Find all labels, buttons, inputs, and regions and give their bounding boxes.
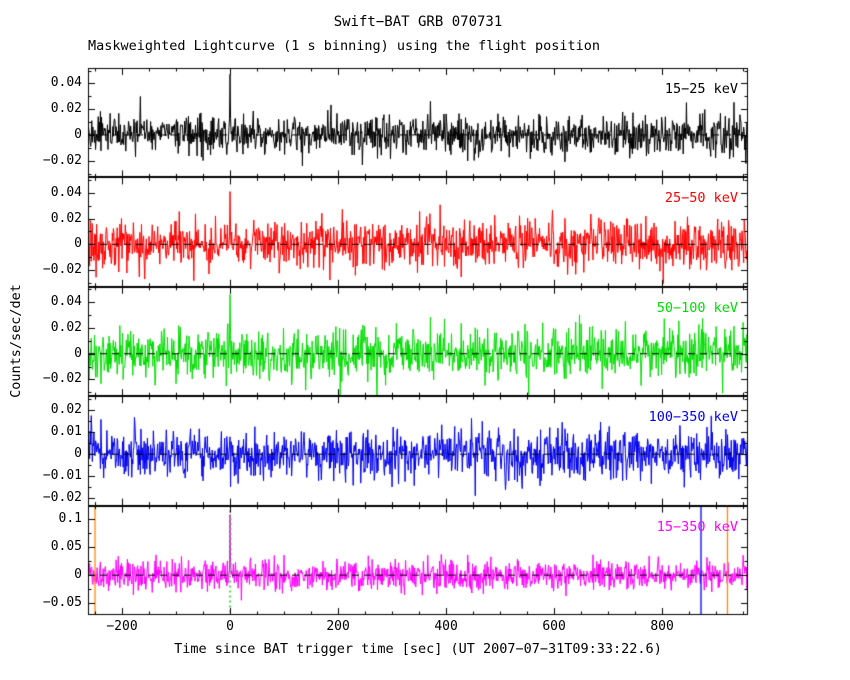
x-tick-label: 600	[542, 619, 566, 634]
y-tick-label: 0	[74, 126, 82, 142]
y-tick-label: 0.01	[50, 424, 82, 440]
x-tick-label: 200	[326, 619, 350, 634]
band-label: 25−50 keV	[664, 190, 738, 207]
y-tick-label: −0.02	[42, 152, 82, 168]
band-label: 15−350 keV	[656, 518, 738, 535]
y-tick-label: −0.01	[42, 468, 82, 484]
y-tick-label: −0.05	[42, 595, 82, 611]
y-tick-label: 0.04	[50, 294, 82, 310]
y-tick-label: 0.02	[50, 319, 82, 335]
x-axis-label: Time since BAT trigger time [sec] (UT 20…	[174, 641, 662, 657]
y-tick-label: 0.1	[58, 511, 82, 527]
y-tick-label: 0	[74, 446, 82, 462]
y-tick-label: 0.04	[50, 75, 82, 91]
band-label: 50−100 keV	[656, 299, 738, 316]
band-label: 100−350 keV	[648, 409, 738, 426]
y-tick-label: 0	[74, 567, 82, 583]
y-tick-label: 0	[74, 345, 82, 361]
y-tick-label: −0.02	[42, 489, 82, 505]
y-tick-label: −0.02	[42, 262, 82, 278]
y-tick-label: 0.04	[50, 184, 82, 200]
y-tick-label: −0.02	[42, 371, 82, 387]
band-label: 15−25 keV	[664, 81, 738, 97]
y-tick-label: 0.02	[50, 402, 82, 418]
y-tick-label: 0.02	[50, 101, 82, 117]
y-tick-label: 0.02	[50, 210, 82, 226]
x-tick-label: 800	[650, 619, 674, 634]
chart-title: Swift−BAT GRB 070731	[333, 14, 503, 30]
chart-subtitle: Maskweighted Lightcurve (1 s binning) us…	[88, 38, 601, 54]
y-tick-label: 0.05	[50, 539, 82, 555]
y-tick-label: 0	[74, 236, 82, 252]
x-tick-label: 0	[226, 619, 234, 634]
x-tick-label: −200	[106, 619, 138, 634]
x-tick-label: 400	[434, 619, 458, 634]
